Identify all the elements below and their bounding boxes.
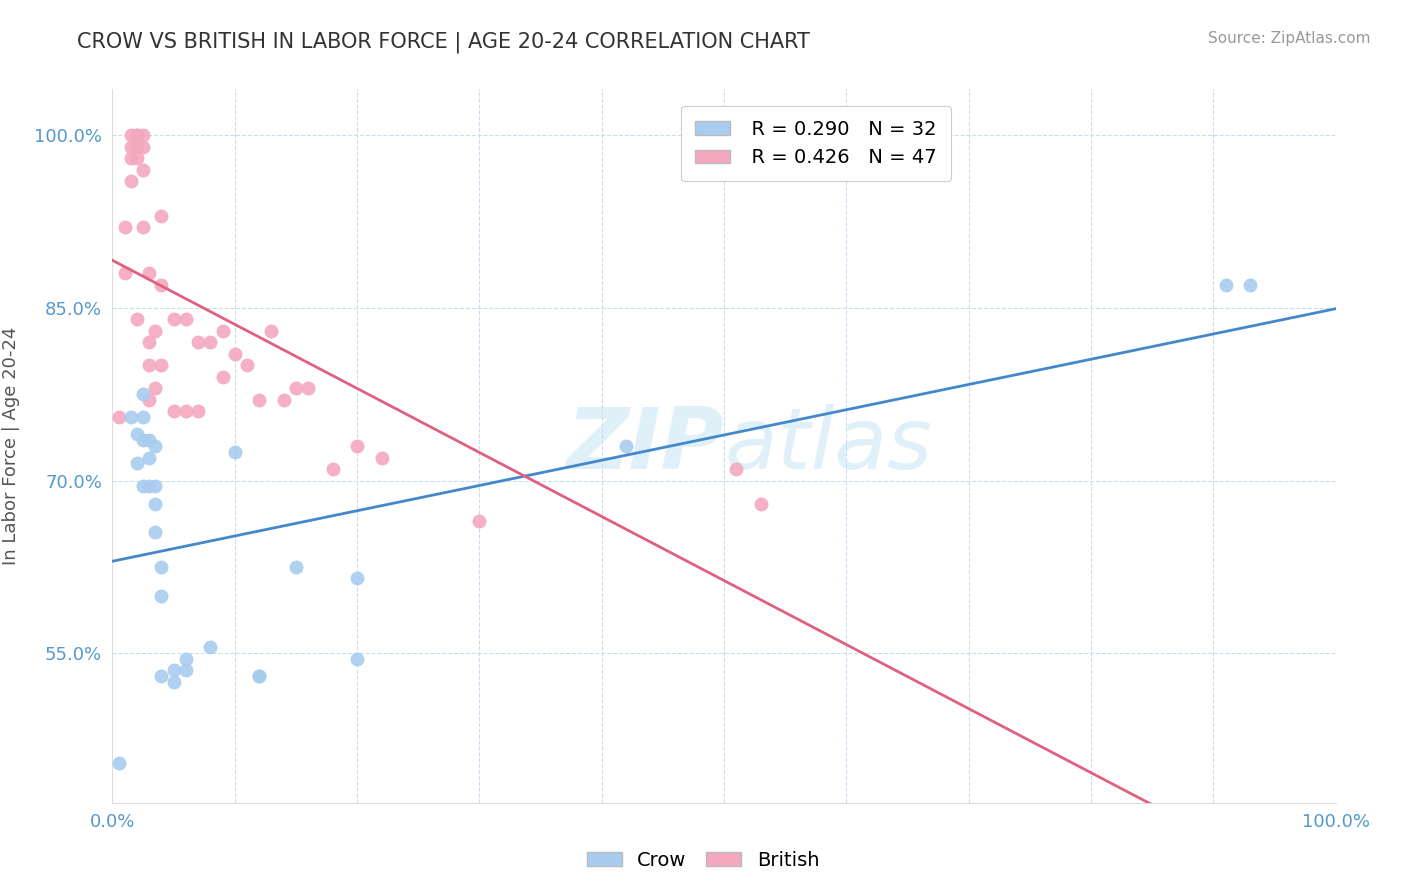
Point xyxy=(163,404,186,418)
Point xyxy=(138,359,160,373)
Point xyxy=(150,559,173,574)
Point xyxy=(114,266,136,280)
Point xyxy=(138,392,160,407)
Point xyxy=(468,514,491,528)
Point xyxy=(163,675,186,690)
Point xyxy=(1215,277,1237,292)
Point xyxy=(132,220,155,235)
Point xyxy=(150,669,173,683)
Point xyxy=(120,140,142,154)
Point xyxy=(120,410,142,425)
Point xyxy=(150,277,173,292)
Point xyxy=(132,410,155,425)
Point xyxy=(284,381,308,395)
Point xyxy=(322,462,344,476)
Point xyxy=(138,434,160,448)
Legend:   R = 0.290   N = 32,   R = 0.426   N = 47: R = 0.290 N = 32, R = 0.426 N = 47 xyxy=(681,106,950,181)
Point xyxy=(107,410,129,425)
Point xyxy=(143,439,166,453)
Point xyxy=(125,456,148,470)
Point xyxy=(260,324,283,338)
Point xyxy=(297,381,319,395)
Point xyxy=(138,266,160,280)
Point xyxy=(346,439,368,453)
Point xyxy=(120,128,142,143)
Point xyxy=(132,140,155,154)
Point xyxy=(125,140,148,154)
Point xyxy=(150,359,173,373)
Point xyxy=(1239,277,1261,292)
Y-axis label: In Labor Force | Age 20-24: In Labor Force | Age 20-24 xyxy=(3,326,20,566)
Point xyxy=(138,335,160,350)
Point xyxy=(174,652,197,666)
Point xyxy=(150,589,173,603)
Point xyxy=(224,444,246,458)
Text: CROW VS BRITISH IN LABOR FORCE | AGE 20-24 CORRELATION CHART: CROW VS BRITISH IN LABOR FORCE | AGE 20-… xyxy=(77,31,810,53)
Point xyxy=(125,128,148,143)
Point xyxy=(749,497,772,511)
Point xyxy=(143,479,166,493)
Text: atlas: atlas xyxy=(724,404,932,488)
Point xyxy=(143,381,166,395)
Point xyxy=(107,756,129,770)
Point xyxy=(236,359,259,373)
Point xyxy=(174,404,197,418)
Point xyxy=(143,497,166,511)
Point xyxy=(200,335,222,350)
Point xyxy=(187,404,209,418)
Point xyxy=(174,664,197,678)
Point xyxy=(114,220,136,235)
Point xyxy=(174,312,197,326)
Point xyxy=(211,370,233,384)
Point xyxy=(125,151,148,165)
Point xyxy=(163,664,186,678)
Point xyxy=(150,209,173,223)
Point xyxy=(120,174,142,188)
Point xyxy=(224,347,246,361)
Point xyxy=(614,439,637,453)
Point xyxy=(125,128,148,143)
Point xyxy=(138,479,160,493)
Point xyxy=(125,312,148,326)
Point xyxy=(284,559,308,574)
Text: ZIP: ZIP xyxy=(567,404,724,488)
Point xyxy=(132,479,155,493)
Point xyxy=(725,462,748,476)
Point xyxy=(187,335,209,350)
Point xyxy=(125,427,148,442)
Point xyxy=(211,324,233,338)
Text: Source: ZipAtlas.com: Source: ZipAtlas.com xyxy=(1208,31,1371,46)
Point xyxy=(132,162,155,177)
Point xyxy=(247,669,270,683)
Point xyxy=(273,392,295,407)
Point xyxy=(346,652,368,666)
Point xyxy=(247,392,270,407)
Point xyxy=(200,640,222,655)
Point xyxy=(132,128,155,143)
Point xyxy=(163,312,186,326)
Legend: Crow, British: Crow, British xyxy=(579,843,827,878)
Point xyxy=(132,434,155,448)
Point xyxy=(346,571,368,585)
Point xyxy=(370,450,392,465)
Point xyxy=(247,669,270,683)
Point xyxy=(143,324,166,338)
Point xyxy=(132,387,155,401)
Point xyxy=(120,151,142,165)
Point xyxy=(143,525,166,540)
Point xyxy=(138,450,160,465)
